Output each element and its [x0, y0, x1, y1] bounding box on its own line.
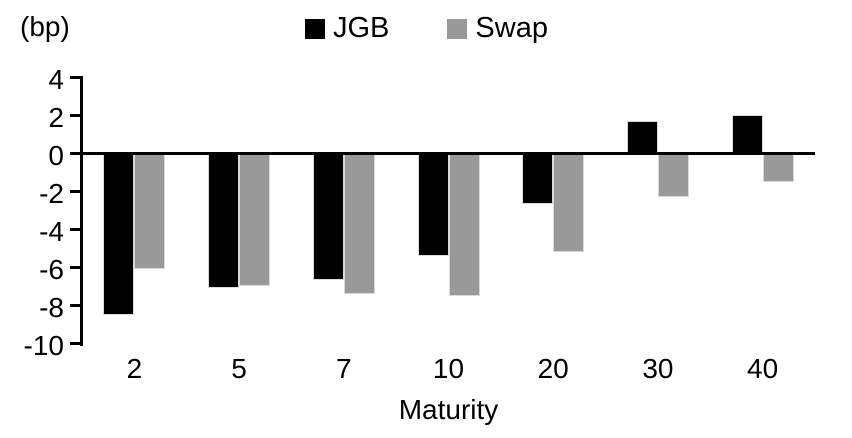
- bar-swap-2: [134, 153, 166, 269]
- y-axis-unit-label: (bp): [20, 11, 70, 42]
- bar-jgb-30: [626, 120, 658, 153]
- x-tick-label: 5: [231, 353, 247, 384]
- y-tick-label: -8: [39, 292, 64, 323]
- bar-swap-7: [343, 153, 375, 294]
- legend-item-jgb: JGB: [305, 14, 389, 43]
- y-tick: [70, 189, 83, 193]
- y-tick: [70, 75, 83, 79]
- legend: JGB Swap: [305, 14, 548, 43]
- bar-swap-20: [553, 153, 585, 252]
- bar-swap-40: [762, 153, 794, 182]
- y-tick-label: -10: [23, 330, 64, 361]
- y-tick: [70, 303, 83, 307]
- y-axis-line: [80, 77, 83, 346]
- y-tick: [70, 341, 83, 345]
- y-tick-label: -2: [39, 178, 64, 209]
- legend-label-swap: Swap: [475, 12, 548, 44]
- x-tick-label: 2: [126, 353, 143, 384]
- legend-swatch-jgb: [305, 18, 325, 39]
- bar-swap-30: [657, 153, 689, 197]
- x-tick-label: 30: [642, 353, 674, 384]
- zero-baseline: [80, 151, 815, 155]
- y-tick-label: -4: [39, 216, 64, 247]
- bar-jgb-10: [417, 153, 449, 256]
- bar-jgb-2: [103, 153, 135, 315]
- legend-label-jgb: JGB: [333, 12, 390, 44]
- bar-jgb-7: [312, 153, 344, 281]
- y-tick: [70, 113, 83, 117]
- x-tick-label: 7: [335, 353, 352, 384]
- bar-jgb-5: [208, 153, 240, 288]
- bar-swap-10: [448, 153, 480, 296]
- x-tick-label: 20: [537, 353, 569, 384]
- x-tick-label: 40: [747, 353, 779, 384]
- y-tick: [70, 151, 83, 155]
- bar-jgb-40: [731, 115, 763, 153]
- y-tick: [70, 265, 83, 269]
- bar-jgb-20: [522, 153, 554, 205]
- y-tick-label: 2: [48, 102, 64, 133]
- y-tick: [70, 227, 83, 231]
- x-tick-label: 10: [432, 353, 465, 384]
- legend-swatch-swap: [447, 18, 468, 39]
- bar-swap-5: [239, 153, 271, 286]
- legend-item-swap: Swap: [447, 14, 548, 43]
- y-tick-label: 0: [48, 140, 64, 171]
- y-tick-label: 4: [48, 64, 64, 95]
- y-tick-label: -6: [39, 254, 64, 285]
- x-axis-title: Maturity: [398, 394, 499, 425]
